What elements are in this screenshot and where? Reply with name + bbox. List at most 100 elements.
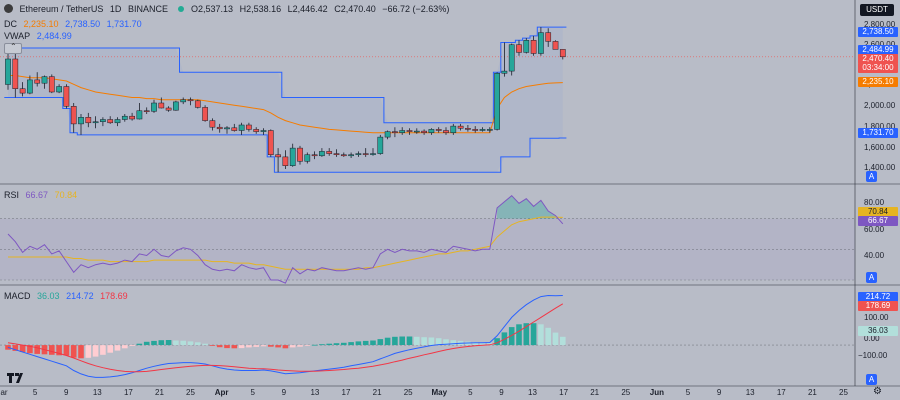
rsi-line [7, 195, 564, 284]
candle-body [326, 151, 333, 154]
macd-histogram-bar [253, 345, 259, 347]
price-tick: 1,400.00 [864, 163, 896, 172]
candle-body [392, 131, 398, 133]
time-tick: 9 [716, 388, 722, 397]
candle-body [450, 125, 457, 133]
macd-histogram-bar [34, 345, 40, 354]
candle-body [311, 154, 318, 157]
time-tick: Apr [214, 388, 229, 397]
time-tick: 5 [468, 388, 473, 397]
candle-body [238, 124, 245, 131]
macd-histogram-bar [552, 332, 559, 346]
time-tick: 25 [839, 388, 848, 397]
collapse-legend-button[interactable]: ⌃ [4, 42, 22, 54]
countdown-badge: 03:34:00 [858, 63, 898, 73]
dc-label[interactable]: DC [4, 19, 17, 29]
upper-band-badge: 2,738.50 [858, 27, 898, 37]
macd-label[interactable]: MACD [4, 291, 31, 301]
candle-body [472, 129, 479, 131]
candle-body [516, 44, 522, 53]
interval-label[interactable]: 1D [109, 4, 122, 14]
macd-histogram-bar [100, 345, 106, 355]
symbol-legend[interactable]: Ethereum / TetherUS 1D BINANCE O2,537.13… [4, 4, 453, 14]
price-tick: 2,600.00 [864, 40, 895, 49]
candle-body [48, 76, 55, 93]
price-auto-scale-button[interactable]: A [866, 171, 877, 182]
candle-body [559, 49, 566, 58]
macd-histogram-bar [421, 337, 427, 345]
macd-histogram-bar [158, 340, 165, 345]
time-tick: 17 [341, 388, 351, 397]
tradingview-logo-icon[interactable] [6, 370, 28, 383]
macd-histogram-bar [195, 342, 201, 346]
macd-histogram-bar [12, 345, 19, 351]
vwap-legend[interactable]: VWAP 2,484.99 [4, 31, 76, 41]
candle-body [202, 107, 208, 121]
candle-body [538, 32, 544, 54]
currency-button[interactable]: USDT [860, 4, 894, 16]
candle-body [194, 100, 201, 108]
vwap-label[interactable]: VWAP [4, 31, 31, 41]
macd-histogram-bar [19, 345, 26, 352]
macd-auto-scale-button[interactable]: A [866, 374, 877, 385]
candle-body [297, 147, 303, 162]
candle-body [216, 126, 223, 130]
candle-body [304, 154, 311, 162]
macd-histogram-bar [129, 345, 135, 346]
candle-body [56, 86, 62, 93]
dc-legend[interactable]: DC 2,235.10 2,738.50 1,731.70 [4, 19, 146, 29]
rsi-legend[interactable]: RSI 66.67 70.84 [4, 190, 81, 200]
rsi-auto-scale-button[interactable]: A [866, 272, 877, 283]
macd-histogram-bar [70, 345, 77, 358]
macd-histogram-bar [392, 336, 398, 346]
pane-separators [0, 0, 900, 387]
macd-histogram-bar [122, 345, 128, 349]
rsi-label[interactable]: RSI [4, 190, 20, 200]
macd-histogram-bar [246, 345, 252, 348]
settings-gear-icon[interactable]: ⚙ [873, 386, 882, 397]
macd-line-value: 214.72 [66, 291, 94, 301]
macd-histogram-bar [151, 340, 157, 346]
open-label: O2,537.13 [190, 4, 234, 14]
candle-body [494, 73, 500, 130]
symbol-name[interactable]: Ethereum / TetherUS [19, 4, 104, 14]
rsi-tick: 40.00 [864, 251, 885, 260]
candle-body [187, 99, 194, 102]
macd-histogram-bar [384, 337, 391, 346]
signal-badge: 178.69 [858, 301, 898, 311]
candle-body [530, 40, 537, 54]
macd-histogram-bar [479, 342, 486, 345]
candle-body [289, 147, 296, 166]
macd-histogram-bar [49, 345, 55, 355]
time-tick: 13 [92, 388, 102, 397]
time-tick: 25 [186, 388, 195, 397]
macd-histogram-bar [180, 340, 186, 346]
candle-body [85, 117, 92, 124]
time-tick: 21 [372, 388, 382, 397]
candle-body [384, 131, 391, 138]
macd-tick: 100.00 [864, 313, 889, 322]
last-price-badge: 2,470.40 [858, 54, 898, 64]
candle-body [70, 106, 77, 125]
candle-body [5, 58, 11, 85]
macd-histogram-bar [545, 327, 551, 346]
candle-body [486, 129, 493, 131]
time-tick: 25 [621, 388, 631, 397]
change-label: −66.72 (−2.63%) [382, 4, 450, 14]
macd-histogram-bar [238, 345, 245, 349]
time-tick: 5 [685, 388, 691, 397]
vwap-value: 2,484.99 [36, 31, 72, 41]
macd-histogram-bar [209, 345, 216, 346]
candle-body [282, 156, 289, 166]
time-tick: 25 [403, 388, 413, 397]
candle-body [63, 86, 70, 107]
time-axis[interactable]: ar 5 9 13 17 21 25 Apr 5 9 13 17 21 25 May 5 9 13 17 21 25 Ju… [0, 386, 855, 400]
macd-badge: 214.72 [858, 292, 898, 302]
donchian-fill [8, 27, 563, 173]
macd-histogram-bar [472, 342, 478, 346]
macd-histogram-bar [63, 345, 70, 356]
macd-legend[interactable]: MACD 36.03 214.72 178.69 [4, 291, 132, 301]
macd-histogram-bar [173, 340, 179, 346]
macd-histogram-bar [27, 345, 33, 354]
